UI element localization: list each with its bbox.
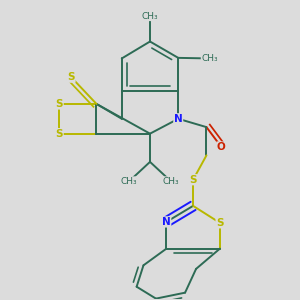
Text: N: N	[162, 217, 171, 227]
Text: S: S	[189, 175, 197, 185]
Text: CH₃: CH₃	[163, 177, 179, 186]
Text: CH₃: CH₃	[121, 177, 137, 186]
Text: CH₃: CH₃	[201, 54, 218, 63]
Text: S: S	[56, 129, 63, 139]
Text: S: S	[216, 218, 224, 228]
Text: CH₃: CH₃	[142, 12, 158, 21]
Text: S: S	[56, 99, 63, 109]
Text: N: N	[174, 114, 183, 124]
Text: O: O	[217, 142, 226, 152]
Text: S: S	[68, 72, 75, 82]
